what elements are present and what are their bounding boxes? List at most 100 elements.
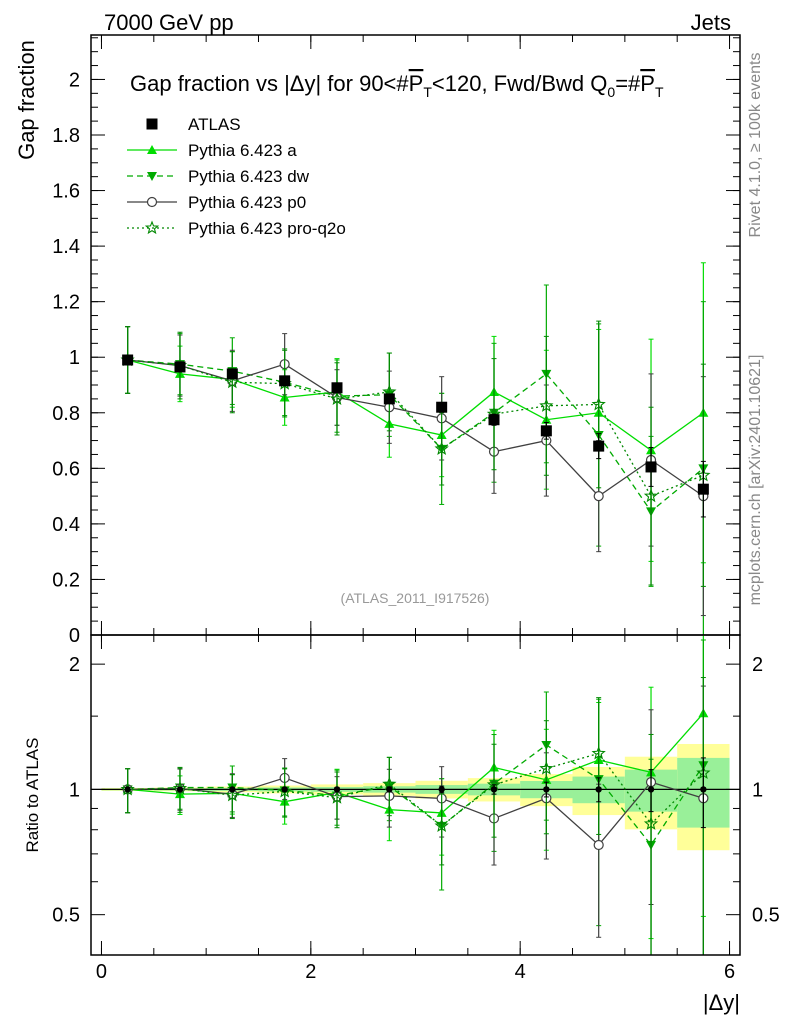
legend-marker	[146, 196, 158, 208]
atlas-data-ratio-point	[386, 786, 393, 793]
series-3-point	[643, 488, 659, 503]
legend-marker	[146, 118, 158, 130]
atlas-data-ratio-point	[700, 786, 707, 793]
y-axis-label-main: Gap fraction	[14, 40, 39, 160]
series-3-ratio-line	[127, 752, 704, 827]
atlas-data-point	[226, 368, 238, 380]
legend: ATLAS Pythia 6.423 a Pythia 6.423 dw Pythia…	[127, 115, 346, 238]
atlas-data-point	[174, 361, 186, 373]
series-3-main	[120, 320, 711, 587]
ratio-y-tick-label-left: 1	[69, 779, 80, 801]
title-q-sub: 0	[607, 84, 615, 100]
analysis-watermark: (ATLAS_2011_I917526)	[341, 590, 490, 606]
ratio-series-layer	[120, 634, 711, 956]
atlas-data-point	[540, 425, 552, 437]
main-y-tick-label: 1.6	[52, 181, 80, 203]
main-y-tick-label: 1.4	[52, 236, 80, 258]
series-2-point	[593, 491, 604, 502]
series-3-line	[127, 359, 704, 497]
ratio-y-tick-label-right: 0.5	[752, 905, 780, 927]
atlas-data-ratio-point	[333, 786, 341, 793]
mcplots-citation-label: mcplots.cern.ch [arXiv:2401.10621]	[747, 355, 764, 606]
series-1-ratio-line	[127, 744, 704, 847]
main-y-tick-label: 1.2	[52, 292, 80, 314]
atlas-data-ratio-point	[595, 786, 602, 793]
header-process: Jets	[691, 10, 731, 35]
series-3-ratio-point	[434, 818, 449, 832]
legend-label: Pythia 6.423 pro-q2o	[188, 219, 346, 238]
x-tick-label: 2	[305, 961, 316, 983]
series-3-ratio-point	[329, 790, 345, 804]
atlas-data-ratio-point	[543, 786, 550, 793]
legend-marker	[147, 145, 157, 154]
title-pt2: P	[640, 71, 655, 96]
series-3-point	[539, 398, 554, 412]
series-1-line	[127, 359, 704, 513]
legend-label: ATLAS	[188, 115, 241, 134]
main-axis-ticks: 0 0.2 0.4 0.6 0.8 1 1.2 1.4 1.6 1.8 2	[52, 35, 740, 647]
main-y-tick-label: 0.2	[52, 569, 80, 591]
legend-entry-1: Pythia 6.423 a	[127, 141, 297, 160]
atlas-data-ratio-point	[647, 786, 655, 793]
x-tick-label: 0	[96, 961, 107, 983]
atlas-data-point	[645, 461, 657, 473]
ratio-panel: 0 2 4 6 0.5 0.5 1 1 2 2	[52, 634, 780, 983]
series-2-main	[122, 326, 709, 617]
atlas-data-point	[122, 354, 134, 366]
rivet-version-label: Rivet 4.1.0, ≥ 100k events	[747, 53, 764, 238]
series-3-point	[225, 374, 240, 389]
series-2-line	[127, 359, 704, 497]
atlas-data-point	[697, 483, 709, 495]
series-3-point	[329, 391, 345, 405]
series-2-ratio-point	[593, 839, 604, 851]
atlas-data-ratio-point	[176, 786, 184, 793]
main-y-tick-label: 0.4	[52, 514, 80, 536]
x-axis-label: |Δy|	[703, 990, 740, 1015]
series-3-point	[434, 441, 449, 455]
main-panel: 0 0.2 0.4 0.6 0.8 1 1.2 1.4 1.6 1.8 2 Gap fraction…	[52, 34, 741, 647]
main-y-tick-label: 1.8	[52, 125, 80, 147]
ratio-y-tick-label-left: 2	[69, 654, 80, 676]
legend-entry-4: Pythia 6.423 pro-q2o	[127, 219, 346, 238]
header-energy: 7000 GeV pp	[104, 10, 234, 35]
atlas-data-main	[122, 354, 709, 518]
legend-entry-0: ATLAS	[146, 115, 241, 134]
atlas-data-ratio-point	[490, 786, 498, 793]
x-tick-label: 4	[515, 961, 526, 983]
legend-entry-3: Pythia 6.423 p0	[127, 193, 306, 212]
legend-marker	[144, 220, 160, 235]
title-pt1-sub: T	[423, 84, 432, 100]
legend-marker	[147, 172, 157, 181]
series-3-ratio-point	[277, 783, 292, 798]
atlas-data-point	[593, 440, 605, 452]
main-y-tick-label: 1	[69, 347, 80, 369]
atlas-data-point	[488, 414, 500, 426]
series-3-ratio-point	[225, 787, 240, 802]
atlas-data-point	[436, 401, 448, 413]
main-y-tick-label: 0	[69, 625, 80, 647]
legend-label: Pythia 6.423 dw	[188, 167, 310, 186]
title-pt1: P	[409, 71, 424, 96]
atlas-data-ratio-point	[438, 786, 445, 793]
series-2-ratio	[122, 685, 709, 956]
series-3-ratio-point	[591, 745, 606, 760]
ratio-frame	[90, 634, 741, 956]
atlas-data-ratio	[124, 757, 707, 829]
series-2-ratio-line	[127, 777, 704, 846]
main-series-layer	[120, 262, 711, 636]
atlas-data-ratio-point	[124, 786, 131, 793]
atlas-data-ratio-point	[229, 786, 236, 793]
title-eq: =#	[615, 71, 641, 96]
atlas-data-point	[279, 375, 291, 387]
atlas-data-ratio-point	[281, 786, 288, 793]
x-tick-label: 6	[724, 961, 735, 983]
main-y-tick-label: 2	[69, 69, 80, 91]
atlas-data-point	[383, 393, 395, 405]
series-3-ratio	[120, 677, 711, 956]
title-prefix: Gap fraction vs |Δy| for 90<#	[130, 71, 409, 96]
legend-label: Pythia 6.423 a	[188, 141, 297, 160]
title-mid: <120, Fwd/Bwd Q	[432, 71, 607, 96]
series-3-ratio-point	[643, 816, 659, 830]
series-0-line	[127, 359, 704, 452]
ratio-y-tick-label-right: 2	[752, 654, 763, 676]
